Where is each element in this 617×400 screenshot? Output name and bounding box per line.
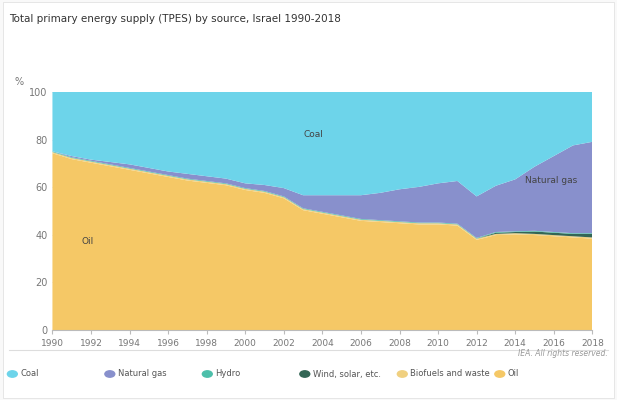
Text: Coal: Coal (303, 130, 323, 139)
Text: Natural gas: Natural gas (525, 176, 577, 184)
Text: Natural gas: Natural gas (118, 370, 167, 378)
Text: Total primary energy supply (TPES) by source, Israel 1990-2018: Total primary energy supply (TPES) by so… (9, 14, 341, 24)
Text: %: % (15, 77, 24, 87)
Text: Wind, solar, etc.: Wind, solar, etc. (313, 370, 381, 378)
Text: Oil: Oil (508, 370, 519, 378)
Text: Coal: Coal (20, 370, 39, 378)
Text: Hydro: Hydro (215, 370, 241, 378)
Text: Oil: Oil (81, 238, 94, 246)
Text: IEA. All rights reserved.: IEA. All rights reserved. (518, 349, 608, 358)
Text: Biofuels and waste: Biofuels and waste (410, 370, 490, 378)
